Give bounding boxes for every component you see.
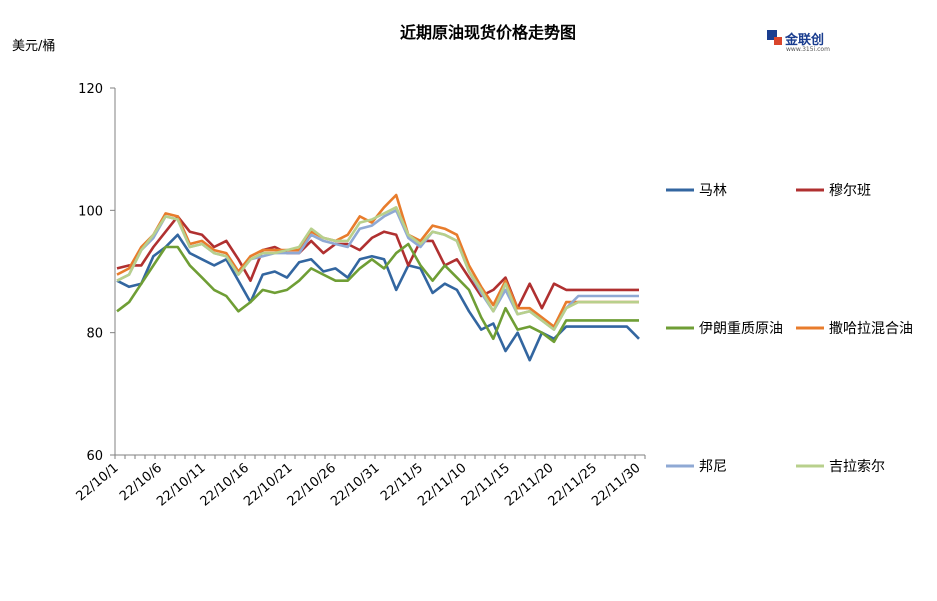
logo-url: www.315i.com — [786, 46, 830, 53]
series-line — [116, 206, 639, 331]
x-tick-label: 22/11/30 — [589, 461, 643, 510]
y-tick-label: 100 — [78, 204, 103, 219]
logo-name: 金联创 — [784, 32, 824, 48]
series-line — [116, 215, 639, 310]
series-line — [116, 242, 639, 344]
x-tick-label: 22/10/31 — [328, 461, 382, 510]
logo: 金联创 www.315i.com — [767, 30, 830, 53]
logo-mark-accent — [774, 37, 782, 45]
y-axis-unit: 美元/桶 — [12, 39, 55, 54]
legend-label: 马林 — [699, 183, 727, 199]
series-line — [116, 233, 640, 362]
x-tick-label: 22/10/1 — [74, 461, 122, 505]
series-lines — [116, 193, 640, 362]
y-tick-label: 80 — [86, 327, 103, 342]
series-line — [116, 193, 639, 328]
legend-label: 伊朗重质原油 — [699, 321, 783, 337]
logo-mark — [767, 30, 777, 40]
chart-title: 近期原油现货价格走势图 — [400, 23, 576, 42]
legend-label: 邦尼 — [699, 459, 727, 475]
axes: 608010012022/10/122/10/622/10/1122/10/16… — [74, 82, 646, 510]
legend-label: 撒哈拉混合油 — [829, 321, 913, 337]
legend-label: 吉拉索尔 — [829, 458, 885, 475]
y-tick-label: 120 — [78, 82, 103, 97]
legend-label: 穆尔班 — [829, 183, 871, 199]
y-tick-label: 60 — [86, 449, 103, 464]
